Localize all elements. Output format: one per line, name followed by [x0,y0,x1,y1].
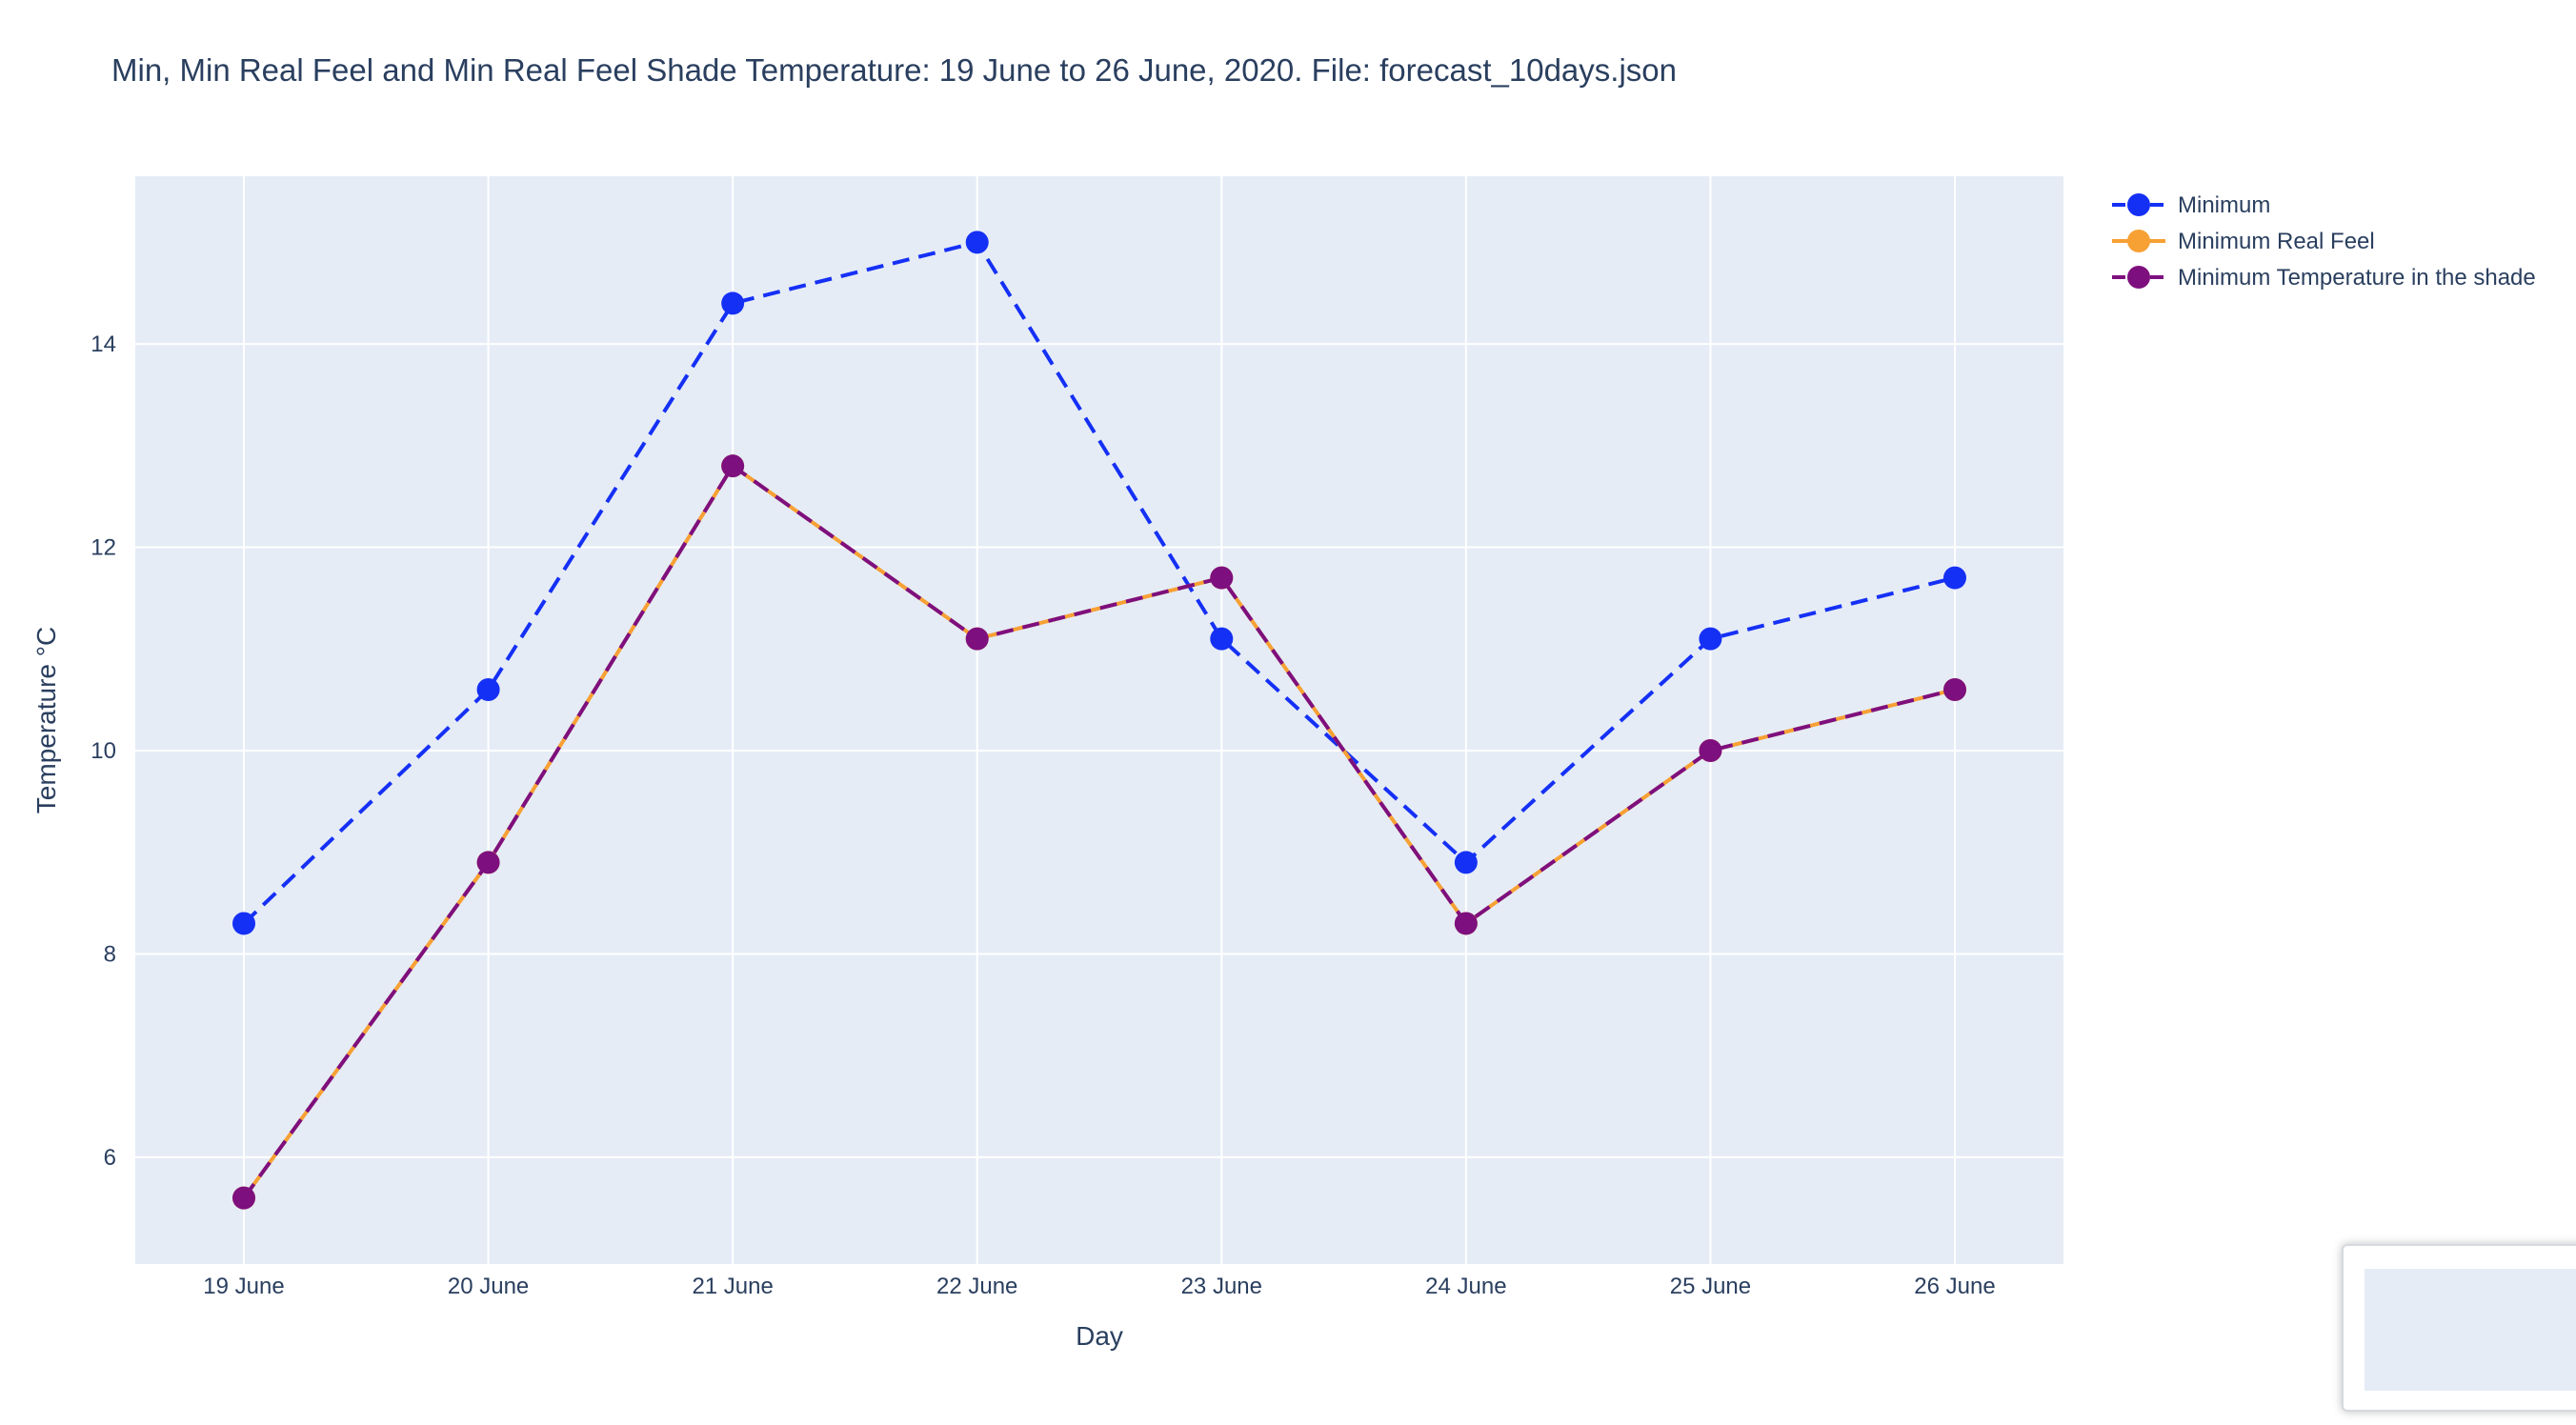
x-tick-label: 19 June [203,1274,284,1299]
x-axis-ticks: 19 June 20 June 21 June 22 June 23 June 24 Ju… [203,1274,1995,1299]
x-tick-label: 26 June [1914,1274,1995,1299]
data-point [1943,566,1966,590]
data-point [965,627,989,651]
minimap-thumbnail[interactable] [2342,1244,2576,1412]
data-point [476,851,500,874]
data-point [721,291,745,315]
y-tick-label: 12 [91,535,116,561]
data-point [965,231,989,254]
legend[interactable]: Minimum Minimum Real Feel Minimum Temperat… [2112,192,2536,291]
legend-marker [2127,266,2150,289]
series-1 [232,231,1966,935]
x-axis-title: Day [1076,1321,1123,1351]
y-tick-label: 14 [91,331,116,357]
data-point [232,1186,255,1210]
x-tick-label: 24 June [1425,1274,1506,1299]
legend-label: Minimum Real Feel [2178,229,2375,254]
legend-label: Minimum Temperature in the shade [2178,265,2536,291]
data-point [476,677,500,701]
x-tick-label: 20 June [448,1274,529,1299]
legend-item[interactable]: Minimum Temperature in the shade [2112,265,2536,291]
series-line [242,464,1956,1199]
data-point [1454,851,1478,874]
chart-title: Min, Min Real Feel and Min Real Feel Sha… [111,52,1677,88]
legend-marker [2127,193,2150,216]
y-tick-label: 6 [104,1145,116,1171]
series-line [242,240,1956,925]
legend-item[interactable]: Minimum [2112,192,2270,218]
data-point [721,454,745,478]
minimap-plot [2365,1269,2576,1391]
plot-area [135,176,2063,1264]
y-axis-title: Temperature °C [31,627,61,813]
series-layer [232,231,1966,1210]
data-point [1210,627,1234,651]
x-tick-label: 25 June [1670,1274,1751,1299]
series-3 [232,454,1966,1210]
legend-item[interactable]: Minimum Real Feel [2112,229,2375,254]
legend-marker [2127,230,2150,252]
x-tick-label: 21 June [692,1274,773,1299]
data-point [1454,912,1478,935]
y-axis-ticks: 6 8 10 12 14 [91,331,116,1171]
y-tick-label: 10 [91,738,116,764]
data-point [1699,627,1722,651]
data-point [1699,739,1722,763]
data-point [1210,566,1234,590]
legend-label: Minimum [2178,192,2270,218]
data-point [232,912,255,935]
grid-lines [135,176,2063,1264]
y-tick-label: 8 [104,941,116,967]
data-point [1943,677,1966,701]
x-tick-label: 23 June [1181,1274,1262,1299]
x-tick-label: 22 June [936,1274,1017,1299]
